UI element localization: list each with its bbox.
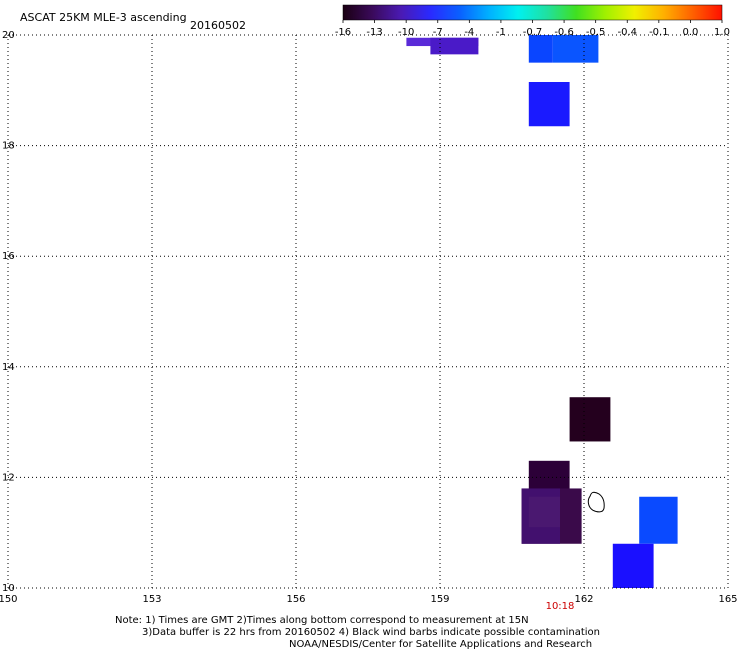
lat-tick-label: 14	[2, 362, 15, 373]
lat-tick-label: 12	[2, 472, 15, 483]
colorbar-tick-label: -4	[464, 27, 474, 38]
colorbar-tick-label: -0.4	[617, 27, 637, 38]
lat-tick-label: 16	[2, 251, 15, 262]
time-label: 10:18	[546, 601, 575, 612]
data-cell	[639, 496, 678, 544]
lon-tick-label: 159	[430, 594, 449, 605]
data-cell	[612, 543, 654, 588]
colorbar-tick-label: 1.0	[714, 27, 730, 38]
colorbar-tick-label: -1	[496, 27, 506, 38]
footer-note-3: NOAA/NESDIS/Center for Satellite Applica…	[289, 639, 593, 650]
figure-date: 20160502	[190, 19, 246, 32]
lon-tick-label: 162	[574, 594, 593, 605]
lat-tick-label: 10	[2, 583, 15, 594]
island-outline	[587, 491, 605, 513]
footer-note-2: 3)Data buffer is 22 hrs from 20160502 4)…	[142, 627, 600, 638]
colorbar-tick-label: -0.6	[554, 27, 574, 38]
colorbar-tick-label: -7	[433, 27, 443, 38]
colorbar-tick-label: 0.0	[682, 27, 698, 38]
colorbar-tick-label: -0.5	[586, 27, 606, 38]
colorbar-tick-label: -0.1	[649, 27, 669, 38]
figure-title: ASCAT 25KM MLE-3 ascending	[20, 11, 187, 24]
lon-tick-label: 150	[0, 594, 18, 605]
footer-note-1: Note: 1) Times are GMT 2)Times along bot…	[115, 615, 529, 626]
colorbar-tick-label: -13	[366, 27, 382, 38]
data-cell	[430, 37, 479, 55]
lon-tick-label: 153	[142, 594, 161, 605]
lat-tick-label: 20	[2, 30, 15, 41]
lon-tick-label: 165	[718, 594, 737, 605]
lon-tick-label: 156	[286, 594, 305, 605]
data-cell	[528, 35, 553, 63]
colorbar-tick-label: -10	[398, 27, 414, 38]
colorbar	[342, 4, 723, 21]
data-cell	[528, 496, 560, 528]
colorbar-tick-label: -0.7	[523, 27, 543, 38]
data-cell	[528, 82, 570, 127]
lat-tick-label: 18	[2, 141, 15, 152]
data-cell	[569, 397, 611, 442]
data-cell	[552, 35, 599, 63]
colorbar-tick-label: -16	[335, 27, 351, 38]
